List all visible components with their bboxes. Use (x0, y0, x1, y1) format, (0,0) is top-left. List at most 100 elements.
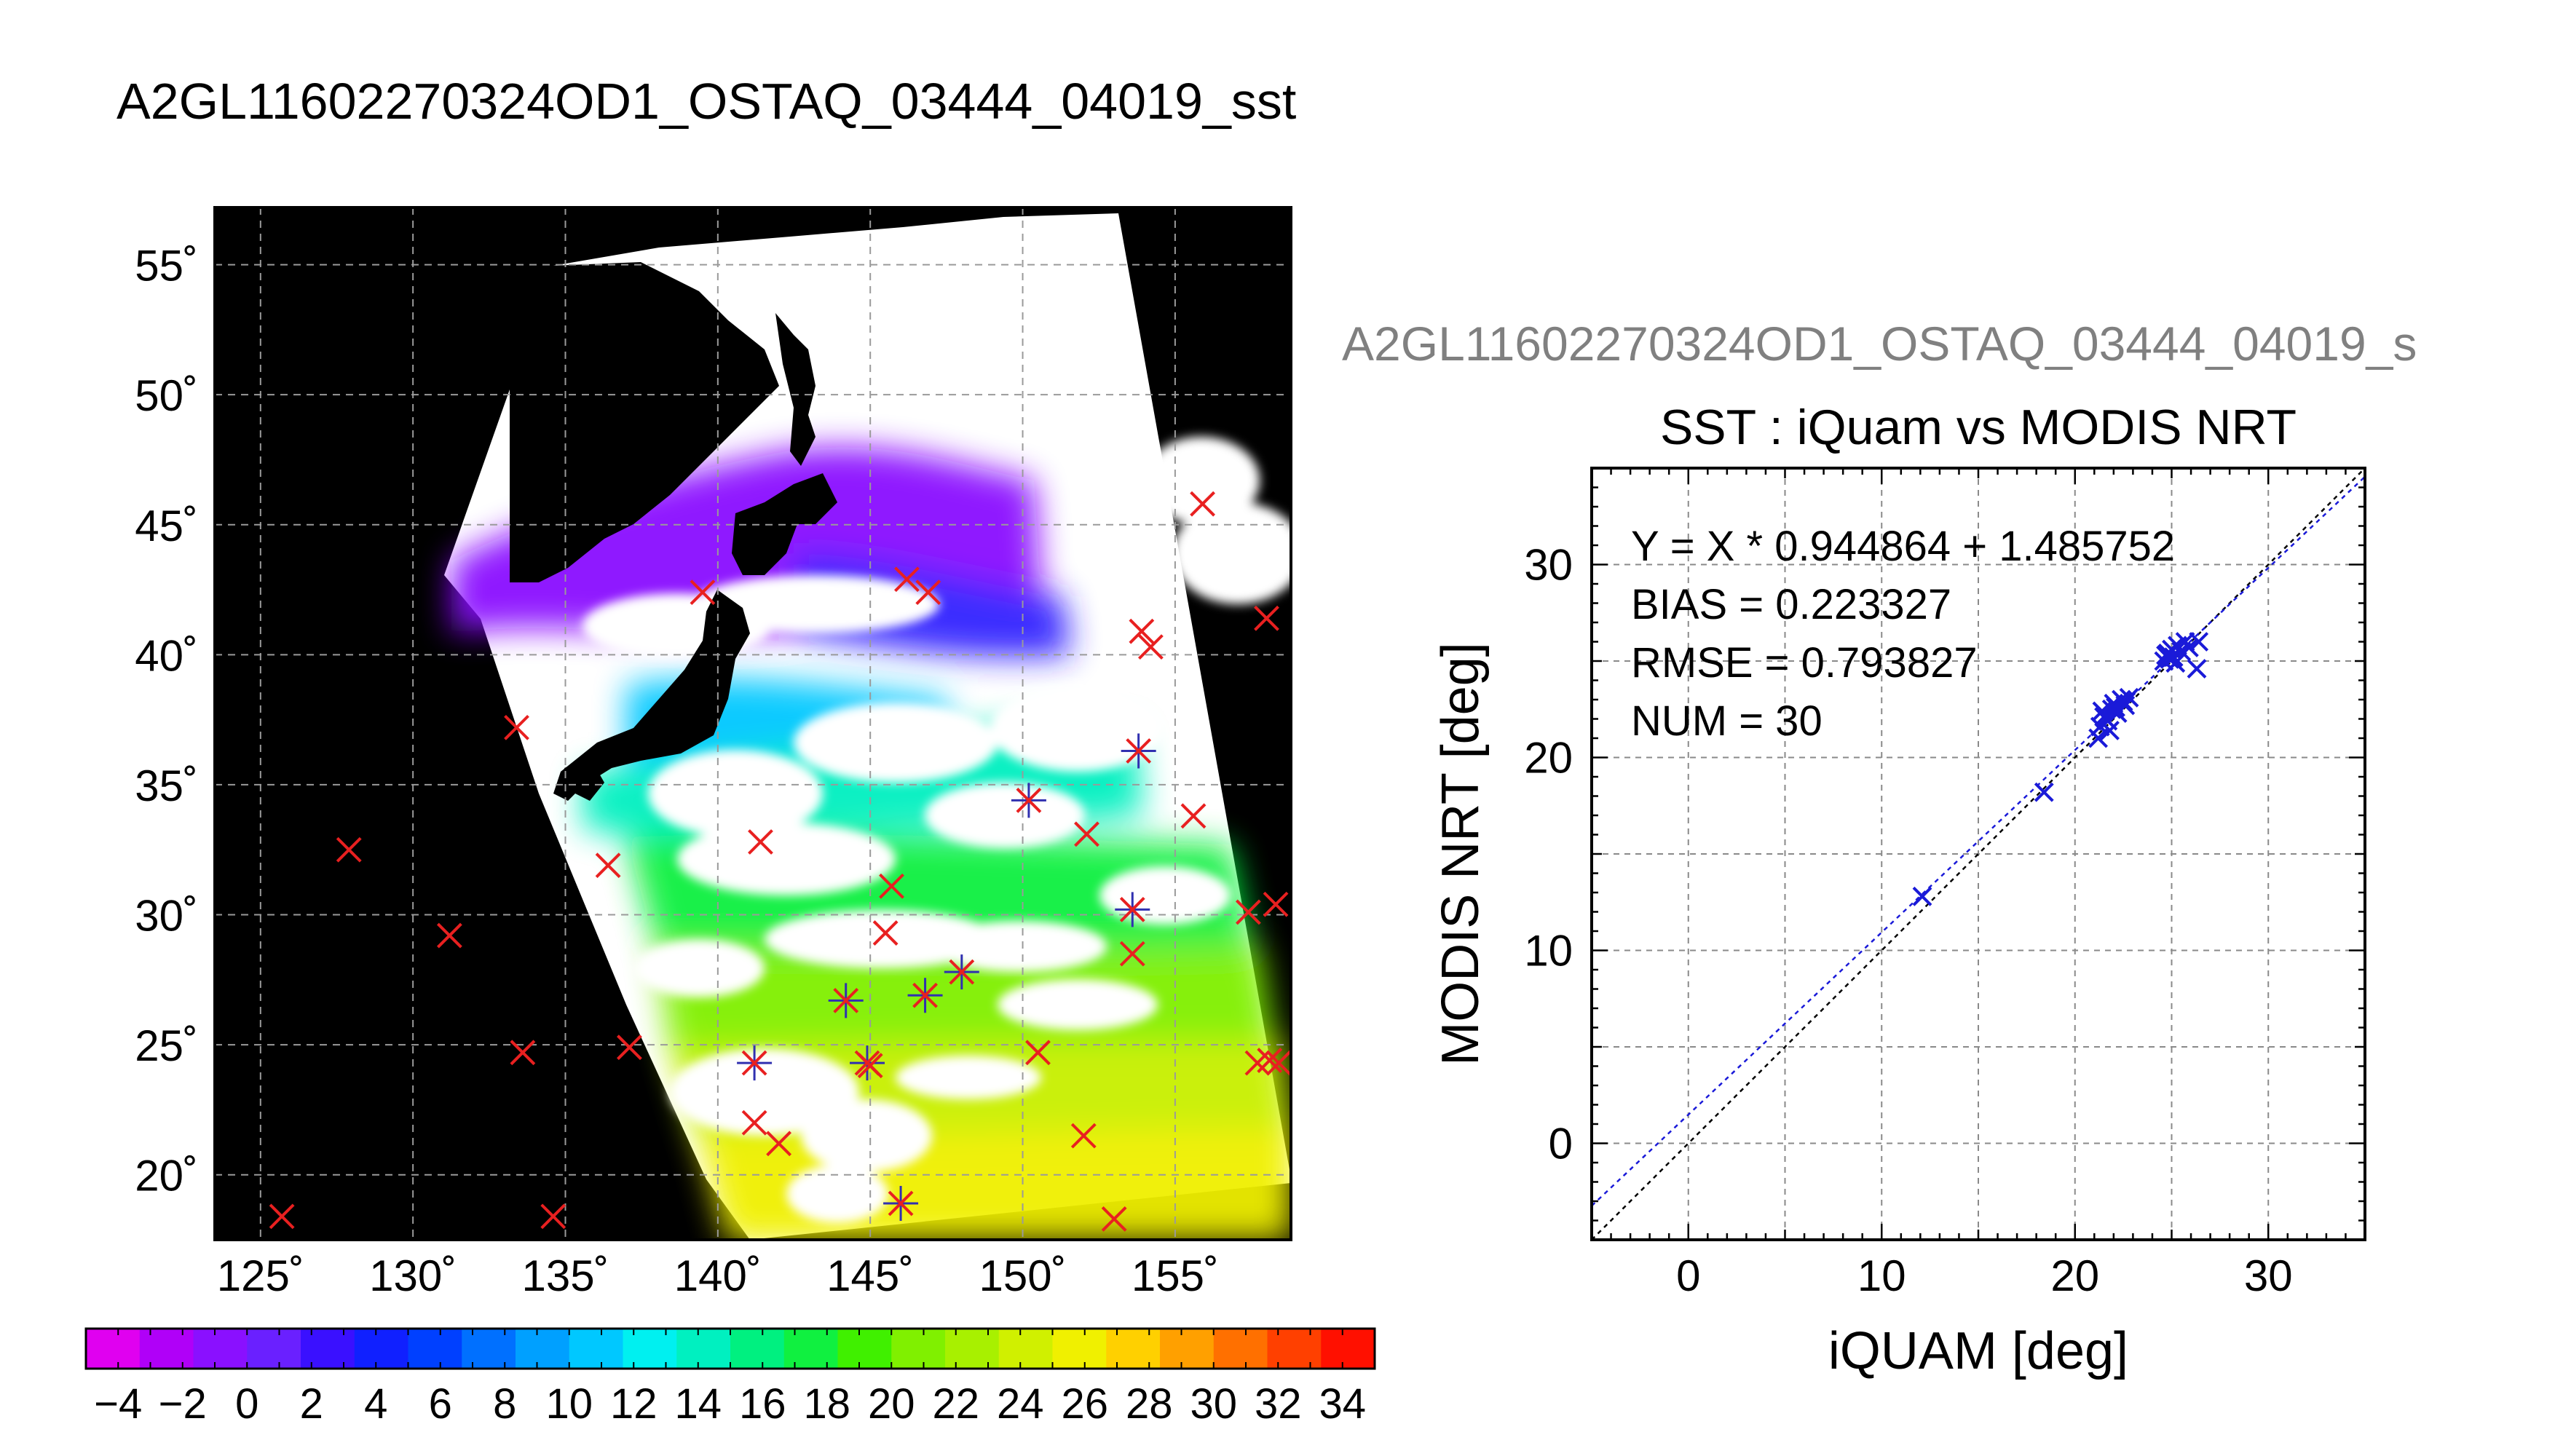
station-marker (766, 1131, 792, 1157)
station-marker (1025, 1040, 1051, 1066)
map-lat-tick-label: 30˚ (135, 892, 198, 941)
colorbar-label: 28 (1126, 1380, 1173, 1428)
colorbar-label: 10 (545, 1380, 593, 1428)
scatter-x-tick-label: 10 (1857, 1251, 1906, 1300)
station-marker (595, 852, 621, 879)
station-marker (1235, 899, 1261, 925)
scatter-point (2106, 697, 2125, 718)
colorbar-segment (354, 1329, 408, 1369)
scatter-grid (1592, 468, 2365, 1240)
station-marker (690, 579, 716, 606)
colorbar-segment (86, 1329, 141, 1369)
colorbar-segment (676, 1329, 731, 1369)
station-marker (1129, 618, 1155, 644)
map-lat-tick-label: 25˚ (135, 1021, 198, 1070)
scatter-x-tick-label: 20 (2050, 1251, 2099, 1300)
colorbar-segment (998, 1329, 1053, 1369)
scatter-x-tick-label: 30 (2244, 1251, 2293, 1300)
scatter-y-tick-label: 10 (1524, 927, 1573, 976)
page-title: A2GL11602270324OD1_OSTAQ_03444_04019_sst (117, 73, 1296, 130)
scatter-frame (1590, 467, 2366, 1241)
station-marker (617, 1034, 642, 1061)
colorbar-segment (139, 1329, 194, 1369)
station-marker (741, 1050, 767, 1076)
land-sakhalin (775, 313, 816, 466)
colorbar-segment (623, 1329, 677, 1369)
station-marker (540, 1203, 566, 1230)
land-honshu (553, 590, 750, 801)
sst-map (215, 207, 1291, 1240)
right-panel-title: A2GL11602270324OD1_OSTAQ_03444_04019_s (1342, 317, 2417, 371)
map-lat-tick-label: 50˚ (135, 371, 198, 420)
map-lat-tick-label: 35˚ (135, 761, 198, 810)
colorbar-label: 0 (235, 1380, 258, 1428)
colorbar-label: −2 (159, 1380, 207, 1428)
station-marker (833, 987, 859, 1013)
station-markers (269, 491, 1291, 1232)
map-lat-tick-label: 45˚ (135, 502, 198, 550)
colorbar-segment (1106, 1329, 1161, 1369)
colorbar-segment (1213, 1329, 1268, 1369)
map-lon-tick-label: 130˚ (369, 1251, 457, 1300)
map-lon-tick-label: 140˚ (674, 1251, 762, 1300)
colorbar-label: 24 (997, 1380, 1044, 1428)
map-lon-tick-label: 135˚ (521, 1251, 609, 1300)
station-marker (1190, 491, 1215, 517)
station-marker (1016, 787, 1042, 813)
colorbar-label: 20 (868, 1380, 915, 1428)
colorbar-segment (891, 1329, 946, 1369)
colorbar-labels: −4 −2 0 2 4 6 8 10 12 14 16 18 20 22 24 26 28 30 32 34 (94, 1380, 1366, 1428)
colorbar-segment (301, 1329, 355, 1369)
colorbar-label: 30 (1190, 1380, 1237, 1428)
colorbar-segment (408, 1329, 462, 1369)
colorbar-segment (193, 1329, 248, 1369)
land-mainland (510, 262, 779, 582)
station-marker (1101, 1206, 1127, 1232)
scatter-x-tick-label: 0 (1676, 1251, 1700, 1300)
colorbar-segment (1321, 1329, 1375, 1369)
scatter-y-tick-label: 0 (1549, 1120, 1573, 1168)
station-marker (949, 959, 975, 985)
scatter-y-tick-label: 30 (1524, 541, 1573, 590)
colorbar-segment (1267, 1329, 1322, 1369)
colorbar-label: 22 (932, 1380, 979, 1428)
station-marker (1119, 941, 1145, 967)
map-lat-tick-label: 20˚ (135, 1152, 198, 1200)
station-marker (1126, 738, 1152, 764)
station-marker (1254, 605, 1279, 631)
colorbar-segment (945, 1329, 1000, 1369)
land-kyushu (564, 757, 604, 801)
station-marker (510, 1040, 536, 1066)
colorbar-label: 6 (429, 1380, 452, 1428)
scatter-point (2189, 632, 2209, 652)
scatter-point (2034, 782, 2054, 802)
station-marker (336, 836, 362, 863)
colorbar-label: 32 (1255, 1380, 1302, 1428)
station-marker (269, 1203, 295, 1230)
x-axis-label: iQUAM [deg] (1828, 1322, 2128, 1380)
colorbar-segment (730, 1329, 785, 1369)
station-marker (857, 1053, 883, 1079)
station-marker (1265, 1050, 1291, 1076)
scatter-point (1912, 886, 1932, 906)
fit-line (1592, 475, 2365, 1207)
colorbar-segment (462, 1329, 516, 1369)
map-lat-tick-label: 55˚ (135, 242, 198, 290)
scatter-points (1912, 632, 2209, 906)
colorbar-segment (247, 1329, 301, 1369)
station-marker (748, 829, 773, 855)
station-marker (888, 1190, 914, 1216)
colorbar-label: 12 (610, 1380, 657, 1428)
colorbar-label: 2 (300, 1380, 323, 1428)
station-marker (879, 873, 904, 899)
station-marker (1074, 821, 1099, 847)
scatter-annotations: Y = X * 0.944864 + 1.485752 BIAS = 0.2233… (1631, 523, 2175, 745)
stat-annotation: BIAS = 0.223327 (1631, 581, 1951, 628)
station-marker (1137, 634, 1164, 660)
colorbar-segment (516, 1329, 570, 1369)
station-marker (915, 579, 941, 606)
colorbar-label: 14 (674, 1380, 722, 1428)
station-marker (1070, 1123, 1097, 1149)
colorbar-label: 16 (739, 1380, 786, 1428)
